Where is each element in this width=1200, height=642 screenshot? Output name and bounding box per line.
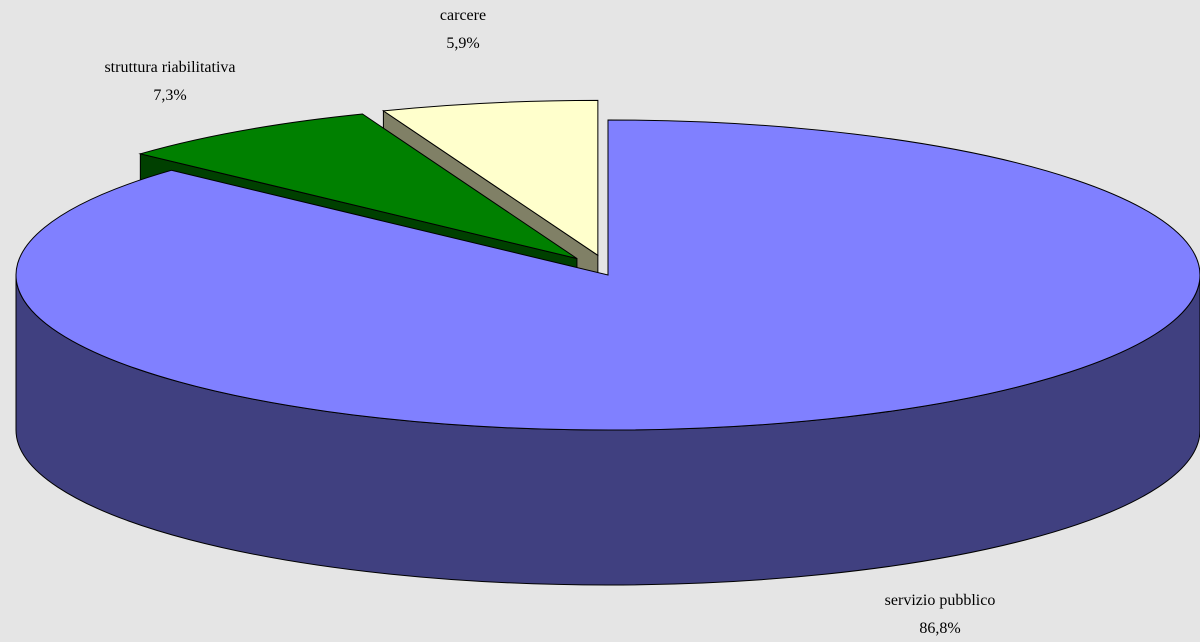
- slice: [138, 113, 578, 259]
- slice-label: struttura riabilitativa: [104, 59, 235, 76]
- slice-value-label: 5,9%: [446, 35, 479, 52]
- slice: [15, 119, 1200, 431]
- slice-label: carcere: [440, 7, 486, 24]
- slice-value-label: 7,3%: [153, 87, 186, 104]
- slice-label: servizio pubblico: [885, 592, 996, 609]
- slice-value-label: 86,8%: [919, 620, 960, 637]
- slice: [381, 99, 599, 257]
